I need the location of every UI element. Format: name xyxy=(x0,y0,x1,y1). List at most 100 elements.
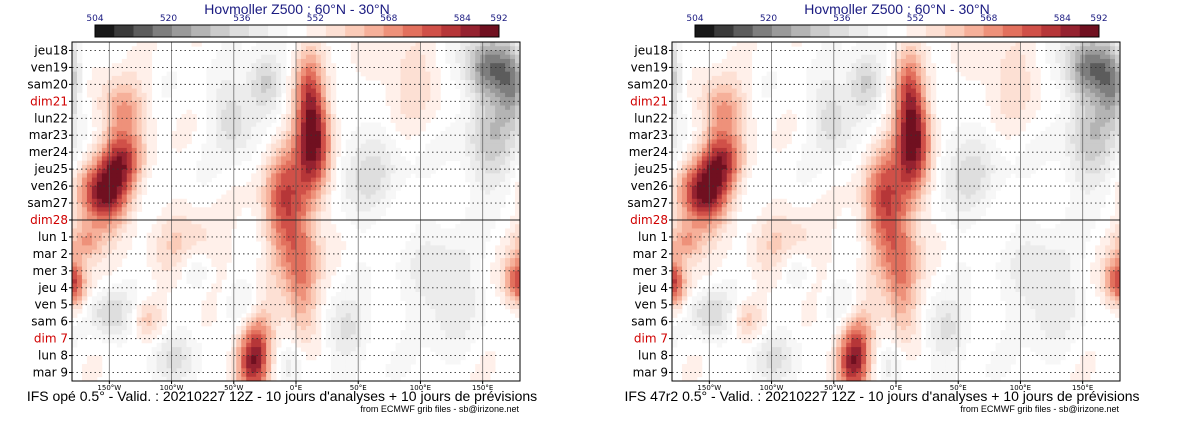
heatmap-cell xyxy=(415,75,421,81)
colorbar-tick-label: 536 xyxy=(233,14,250,24)
heatmap-cell xyxy=(121,253,128,259)
heatmap-cell xyxy=(291,164,297,170)
heatmap-cell xyxy=(211,173,217,178)
heatmap-cell xyxy=(76,203,83,208)
heatmap-cell xyxy=(161,80,167,85)
heatmap-cell xyxy=(360,143,367,149)
heatmap-cell xyxy=(156,368,162,373)
heatmap-cell xyxy=(510,283,516,289)
heatmap-cell xyxy=(445,236,451,242)
heatmap-cell xyxy=(340,372,347,378)
heatmap-cell xyxy=(241,135,247,140)
heatmap-cell xyxy=(151,266,158,272)
heatmap-cell xyxy=(101,325,108,331)
heatmap-cell xyxy=(161,236,167,242)
heatmap-cell xyxy=(291,351,297,356)
heatmap-cell xyxy=(435,270,441,276)
heatmap-cell xyxy=(226,126,232,132)
colorbar-swatch xyxy=(364,25,384,37)
heatmap-cell xyxy=(241,139,247,145)
heatmap-cell xyxy=(330,359,337,365)
heatmap-cell xyxy=(305,92,312,98)
heatmap-cell xyxy=(375,130,382,136)
heatmap-cell xyxy=(445,130,451,136)
heatmap-cell xyxy=(271,262,277,267)
heatmap-cell xyxy=(286,207,292,212)
heatmap-cell xyxy=(485,156,491,162)
heatmap-cell xyxy=(360,194,367,200)
heatmap-cell xyxy=(470,46,476,51)
heatmap-cell xyxy=(276,334,282,340)
heatmap-cell xyxy=(310,130,317,136)
heatmap-cell xyxy=(121,152,128,157)
heatmap-cell xyxy=(166,368,172,373)
heatmap-cell xyxy=(101,109,108,115)
heatmap-cell xyxy=(241,147,247,153)
heatmap-cell xyxy=(420,334,426,340)
heatmap-cell xyxy=(335,126,342,132)
heatmap-cell xyxy=(400,330,406,335)
heatmap-cell xyxy=(261,198,267,204)
heatmap-cell xyxy=(111,330,118,335)
heatmap-cell xyxy=(156,292,162,297)
heatmap-cell xyxy=(315,67,322,73)
heatmap-cell xyxy=(76,241,83,246)
heatmap-cell xyxy=(515,67,521,73)
heatmap-cell xyxy=(151,228,158,234)
heatmap-cell xyxy=(440,355,446,361)
heatmap-cell xyxy=(475,42,481,47)
heatmap-cell xyxy=(276,198,282,204)
heatmap-cell xyxy=(111,71,118,77)
heatmap-cell xyxy=(365,338,372,344)
heatmap-cell xyxy=(420,58,426,64)
heatmap-cell xyxy=(116,224,123,229)
heatmap-cell xyxy=(420,84,426,90)
heatmap-cell xyxy=(211,118,217,123)
heatmap-cell xyxy=(276,84,282,90)
heatmap-cell xyxy=(86,164,93,170)
heatmap-cell xyxy=(211,317,217,323)
heatmap-cell xyxy=(266,262,272,267)
heatmap-cell xyxy=(166,330,172,335)
heatmap-cell xyxy=(475,63,481,68)
heatmap-cell xyxy=(181,359,187,365)
heatmap-cell xyxy=(206,253,212,259)
heatmap-cell xyxy=(131,147,138,153)
heatmap-cell xyxy=(430,109,436,115)
heatmap-cell xyxy=(330,139,337,145)
heatmap-cell xyxy=(420,296,426,301)
heatmap-cell xyxy=(181,368,187,373)
heatmap-cell xyxy=(126,211,133,217)
heatmap-cell xyxy=(300,338,307,344)
heatmap-cell xyxy=(390,63,396,68)
heatmap-cell xyxy=(91,181,98,187)
heatmap-cell xyxy=(221,126,227,132)
heatmap-cell xyxy=(470,372,476,378)
heatmap-cell xyxy=(310,101,317,106)
heatmap-cell xyxy=(415,54,421,60)
heatmap-cell xyxy=(405,169,411,174)
heatmap-cell xyxy=(246,92,252,98)
heatmap-cell xyxy=(425,283,431,289)
heatmap-cell xyxy=(415,80,421,85)
heatmap-cell xyxy=(171,253,177,259)
heatmap-cell xyxy=(395,266,401,272)
heatmap-cell xyxy=(485,164,491,170)
heatmap-cell xyxy=(146,50,153,56)
heatmap-cell xyxy=(450,249,456,255)
heatmap-cell xyxy=(81,164,88,170)
heatmap-cell xyxy=(420,224,426,229)
heatmap-cell xyxy=(96,156,103,162)
heatmap-cell xyxy=(445,313,451,318)
heatmap-cell xyxy=(445,253,451,259)
heatmap-cell xyxy=(236,334,242,340)
heatmap-cell xyxy=(500,194,506,200)
heatmap-cell xyxy=(405,300,411,306)
heatmap-cell xyxy=(191,347,197,352)
heatmap-cell xyxy=(400,126,406,132)
heatmap-cell xyxy=(500,160,506,166)
heatmap-cell xyxy=(271,198,277,204)
heatmap-cell xyxy=(176,351,182,356)
heatmap-cell xyxy=(505,181,511,187)
heatmap-cell xyxy=(111,118,118,123)
